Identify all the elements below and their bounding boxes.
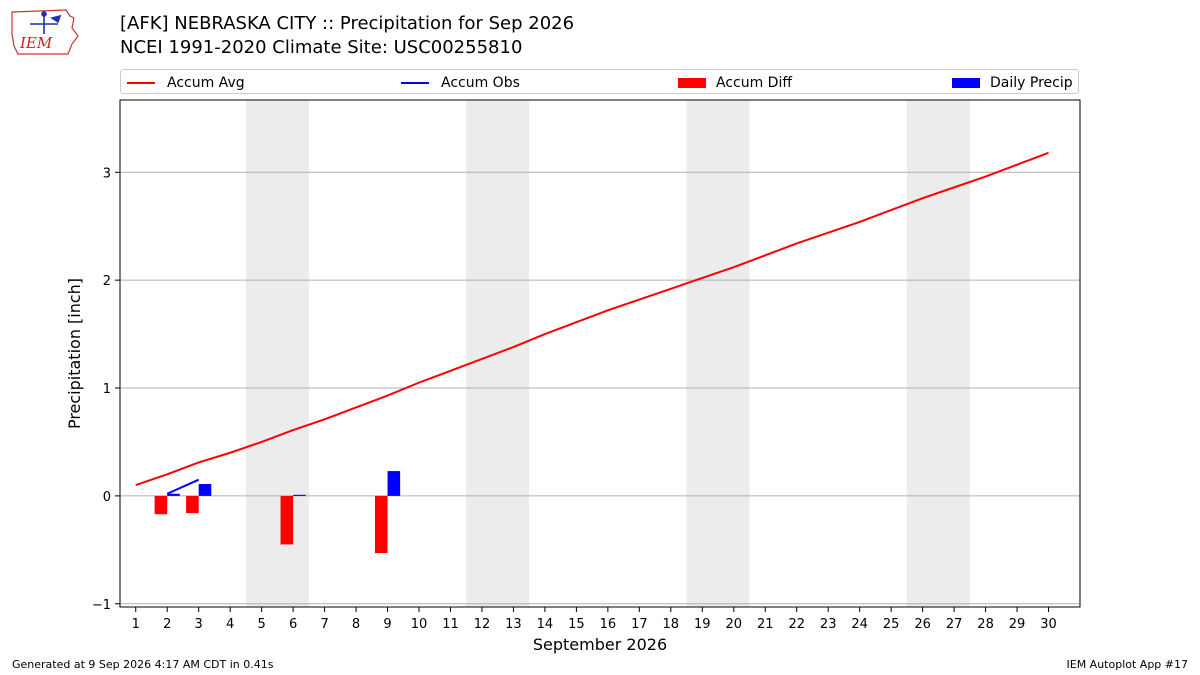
- y-tick-label-0: 0: [103, 490, 111, 505]
- x-tick-label-5: 5: [257, 617, 265, 632]
- x-tick-label-16: 16: [600, 617, 617, 632]
- legend-swatch-accum-diff: [678, 77, 706, 88]
- legend-label-accum-obs: Accum Obs: [441, 74, 520, 91]
- x-tick-label-7: 7: [320, 617, 328, 632]
- legend-label-accum-avg: Accum Avg: [167, 74, 245, 91]
- x-tick-label-6: 6: [289, 617, 297, 632]
- x-tick-label-17: 17: [631, 617, 648, 632]
- x-tick-label-11: 11: [442, 617, 459, 632]
- x-axis-label: September 2026: [533, 635, 667, 654]
- iowa-map-outline-icon: [11, 9, 79, 55]
- x-tick-label-13: 13: [505, 617, 522, 632]
- weekend-band-0: [245, 100, 309, 607]
- x-tick-label-25: 25: [883, 617, 900, 632]
- x-tick-label-28: 28: [977, 617, 994, 632]
- legend-label-accum-diff: Accum Diff: [716, 74, 793, 91]
- x-tick-label-9: 9: [383, 617, 391, 632]
- weather-vane-icon: [30, 11, 62, 34]
- y-tick-label--1: −1: [92, 598, 111, 613]
- generated-footer: Generated at 9 Sep 2026 4:17 AM CDT in 0…: [12, 658, 274, 671]
- x-tick-label-26: 26: [914, 617, 931, 632]
- x-tick-label-1: 1: [132, 617, 140, 632]
- x-tick-label-8: 8: [352, 617, 360, 632]
- bar-accum-diff-6: [280, 495, 294, 545]
- legend-item-accum-obs: Accum Obs: [401, 70, 520, 95]
- line-accum-obs: [166, 478, 200, 495]
- x-tick-label-3: 3: [195, 617, 203, 632]
- legend-item-accum-avg: Accum Avg: [127, 70, 245, 95]
- bar-daily-precip-9: [387, 471, 401, 496]
- chart-subtitle: NCEI 1991-2020 Climate Site: USC00255810: [120, 37, 523, 58]
- legend-item-daily-precip: Daily Precip: [952, 70, 1073, 95]
- plot-frame: [119, 99, 1081, 608]
- bar-accum-diff-3: [186, 495, 199, 514]
- chart-title: [AFK] NEBRASKA CITY :: Precipitation for…: [120, 13, 575, 34]
- legend-swatch-accum-avg: [127, 81, 155, 84]
- weekend-band-3: [906, 100, 970, 607]
- x-tick-label-20: 20: [725, 617, 742, 632]
- y-axis-label: Precipitation [inch]: [65, 278, 84, 429]
- app-footer: IEM Autoplot App #17: [1066, 658, 1189, 671]
- y-tick-label-3: 3: [103, 166, 111, 181]
- y-tick-label-2: 2: [103, 274, 111, 289]
- x-tick-label-23: 23: [820, 617, 837, 632]
- legend: Accum Avg Accum Obs Accum Diff Daily Pre…: [120, 69, 1079, 94]
- y-tick-label-1: 1: [103, 382, 111, 397]
- legend-label-daily-precip: Daily Precip: [990, 74, 1073, 91]
- bar-daily-precip-6: [293, 494, 306, 496]
- x-tick-label-4: 4: [226, 617, 234, 632]
- logo-text: IEM: [19, 34, 53, 52]
- x-tick-label-21: 21: [757, 617, 774, 632]
- x-tick-label-14: 14: [537, 617, 554, 632]
- legend-swatch-accum-obs: [401, 81, 429, 84]
- legend-item-accum-diff: Accum Diff: [678, 70, 792, 95]
- x-tick-label-24: 24: [851, 617, 868, 632]
- bar-daily-precip-2: [167, 493, 180, 496]
- x-tick-label-15: 15: [568, 617, 585, 632]
- x-tick-label-2: 2: [163, 617, 171, 632]
- x-tick-label-18: 18: [663, 617, 680, 632]
- iem-logo: IEM: [11, 9, 79, 55]
- x-tick-label-30: 30: [1040, 617, 1057, 632]
- bar-daily-precip-3: [198, 484, 212, 496]
- line-accum-avg: [135, 151, 1049, 487]
- x-tick-label-19: 19: [694, 617, 711, 632]
- bar-accum-diff-2: [154, 495, 168, 515]
- x-tick-label-12: 12: [474, 617, 491, 632]
- bar-accum-diff-9: [374, 495, 388, 554]
- legend-swatch-daily-precip: [952, 77, 980, 88]
- x-tick-label-22: 22: [788, 617, 805, 632]
- x-tick-label-27: 27: [946, 617, 963, 632]
- weekend-band-2: [686, 100, 750, 607]
- x-tick-label-10: 10: [411, 617, 428, 632]
- x-tick-label-29: 29: [1009, 617, 1026, 632]
